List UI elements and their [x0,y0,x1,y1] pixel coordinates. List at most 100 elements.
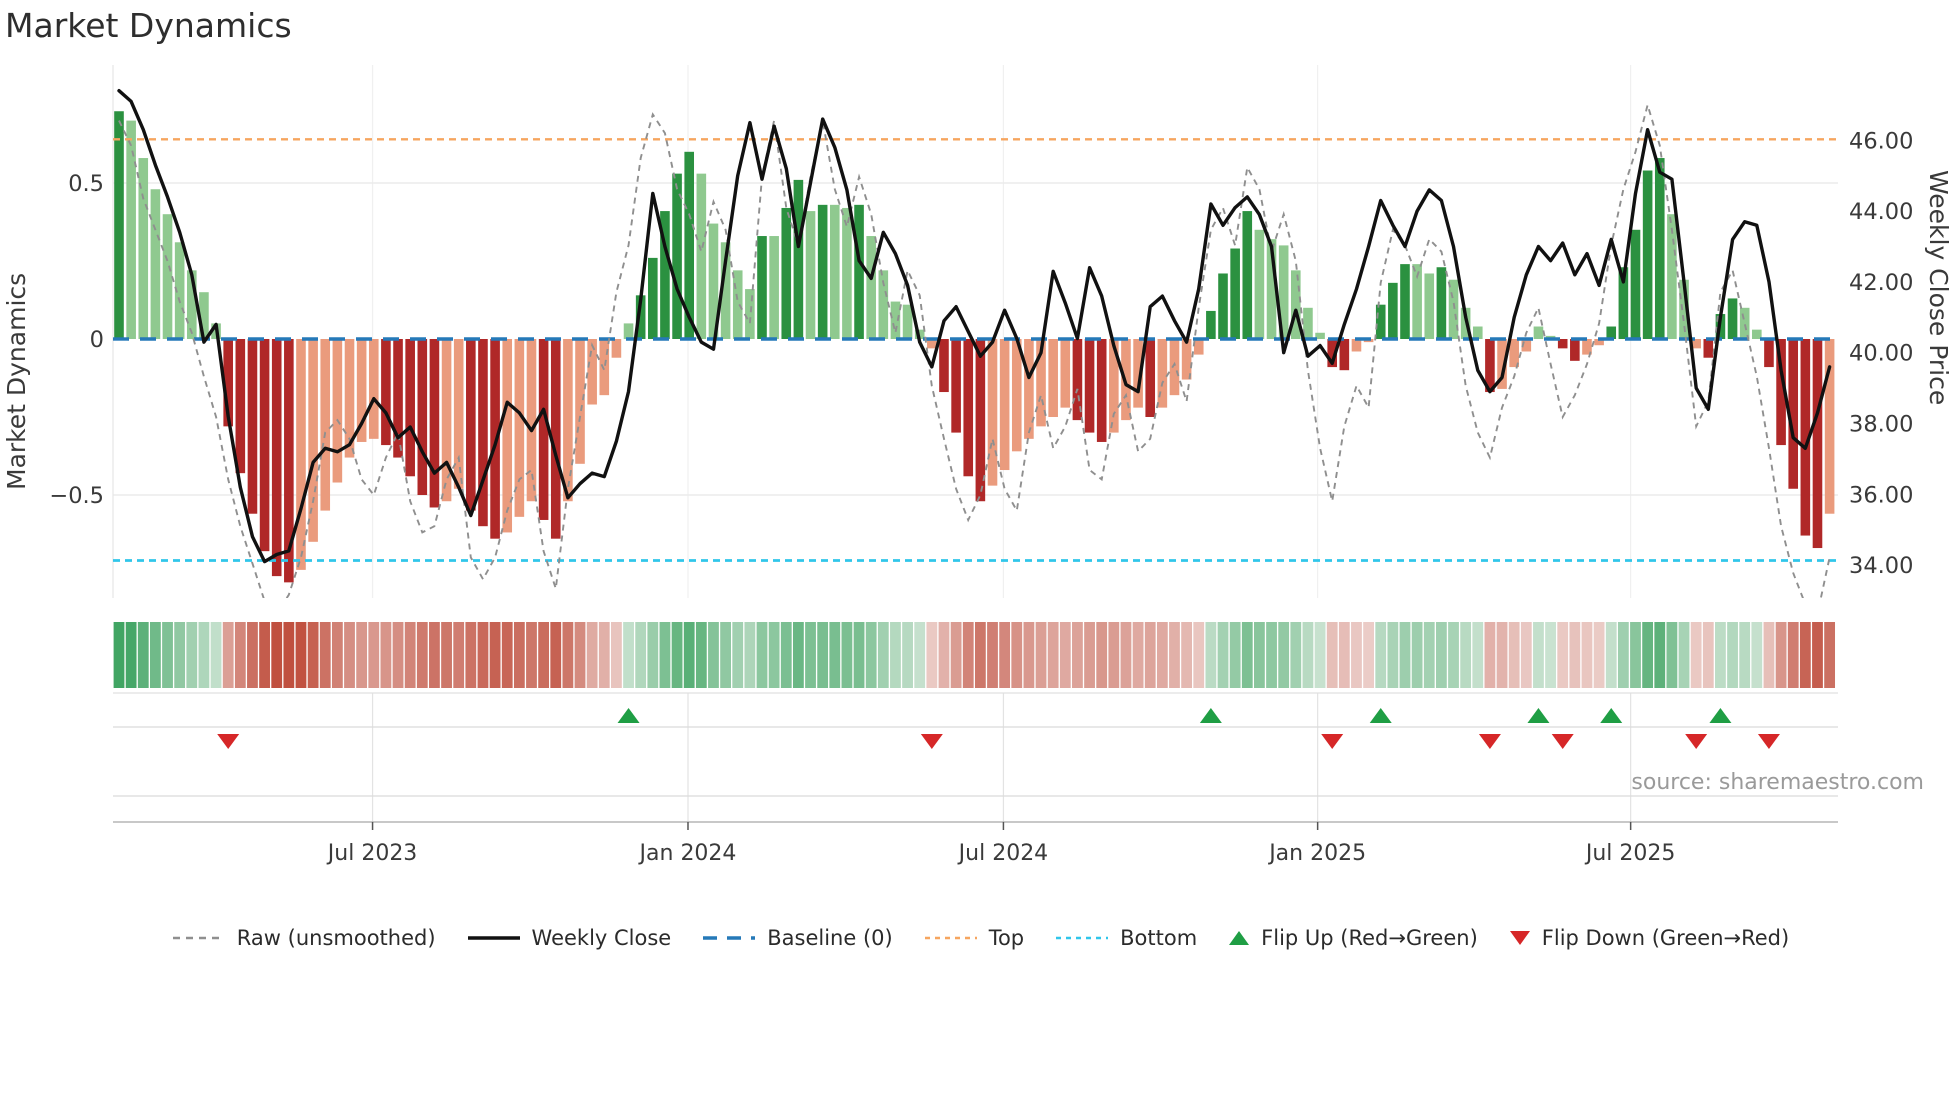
heatmap-cell [137,622,149,688]
heatmap-cell [1156,622,1168,688]
heatmap-cell [1144,622,1156,688]
heatmap-cell [1727,622,1738,688]
legend-item-1: Weekly Close [466,926,672,950]
oscillator-bar [296,339,306,570]
heatmap-cell [987,622,998,688]
oscillator-bar [611,339,622,358]
heatmap-cell [1581,622,1593,688]
heatmap-cell [926,622,938,688]
oscillator-bar [1448,279,1459,339]
oscillator-bar [502,339,513,533]
oscillator-bar [150,189,161,339]
heatmap-cell [198,622,210,688]
legend-item-label: Weekly Close [531,926,672,950]
oscillator-bar [1375,304,1386,339]
oscillator-bar [732,270,743,339]
flip-down-marker-icon [1551,734,1574,749]
heatmap-cell [1387,622,1399,688]
right-tick-label: 38.00 [1849,412,1913,438]
oscillator-bar [1533,326,1544,339]
heatmap-cell [1472,622,1484,688]
flip-down-marker-icon [1478,734,1501,749]
heatmap-cell [1193,622,1205,688]
heatmap-cell [1290,622,1302,688]
oscillator-bar [635,295,646,339]
heatmap-cell [1363,622,1374,688]
heatmap-cell [222,622,234,688]
legend-line-swatch [467,936,520,940]
oscillator-bar [1764,339,1774,368]
oscillator-bar [223,339,233,427]
oscillator-bar [890,301,901,339]
heatmap-cell [950,622,962,688]
oscillator-bar [684,151,695,339]
oscillator-bar [587,339,597,405]
heatmap-cell [538,622,550,688]
oscillator-bar [405,339,415,477]
oscillator-bar [817,204,828,339]
oscillator-bar [417,339,428,495]
oscillator-bar [1278,245,1289,339]
oscillator-bar [927,339,937,349]
heatmap-cell [902,622,913,688]
heatmap-cell [635,622,647,688]
legend-line-swatch [924,936,977,940]
heatmap-cell [186,622,198,688]
heatmap-cell [453,622,465,688]
oscillator-bar [1606,326,1617,339]
oscillator-bar [563,339,573,502]
heatmap-cell [1351,622,1362,688]
oscillator-bar [829,204,840,339]
heatmap-cell [1278,622,1290,688]
flip-up-marker-icon [1709,708,1732,723]
heatmap-cell [1241,622,1253,688]
oscillator-bar [1048,339,1058,417]
flip-up-legend-icon [1229,931,1250,945]
heatmap-cell [695,622,707,688]
right-tick-label: 44.00 [1849,199,1913,225]
oscillator-bar [526,339,537,502]
heatmap-cell [1508,622,1520,688]
oscillator-bar [138,158,149,339]
oscillator-bar [1812,339,1823,549]
heatmap-cell [113,622,125,688]
heatmap-cell [477,622,489,688]
heatmap-cell [1266,622,1277,688]
oscillator-bar [1618,267,1629,339]
heatmap-cell [1654,622,1666,688]
oscillator-bar [1230,248,1240,339]
oscillator-bar [1157,339,1168,408]
heatmap-cell [1824,622,1836,688]
heatmap-cell [368,622,380,688]
oscillator-bar [1654,158,1665,339]
heatmap-cell [1205,622,1217,688]
oscillator-bar [1509,339,1519,368]
oscillator-bar [259,339,270,552]
heatmap-cell [1084,622,1095,688]
flip-up-marker-icon [1199,708,1222,723]
oscillator-bar [1727,298,1738,339]
heatmap-cell [1254,622,1265,688]
heatmap-cell [162,622,173,688]
heatmap-cell [865,622,877,688]
oscillator-bar [308,339,318,542]
heatmap-cell [817,622,829,688]
oscillator-bar [854,204,864,339]
oscillator-bar [550,339,561,539]
heatmap-cell [1557,622,1569,688]
heatmap-cell [974,622,986,688]
heatmap-cell [1496,622,1508,688]
heatmap-cell [1751,622,1763,688]
oscillator-bar [1691,339,1701,349]
oscillator-bar [757,236,767,339]
heatmap-cell [1326,622,1338,688]
oscillator-bar [429,339,440,508]
heatmap-cell [938,622,950,688]
heatmap-cell [877,622,889,688]
flip-down-marker-icon [217,734,240,749]
heatmap-cell [708,622,719,688]
oscillator-bar [781,207,792,339]
heatmap-cell [586,622,598,688]
